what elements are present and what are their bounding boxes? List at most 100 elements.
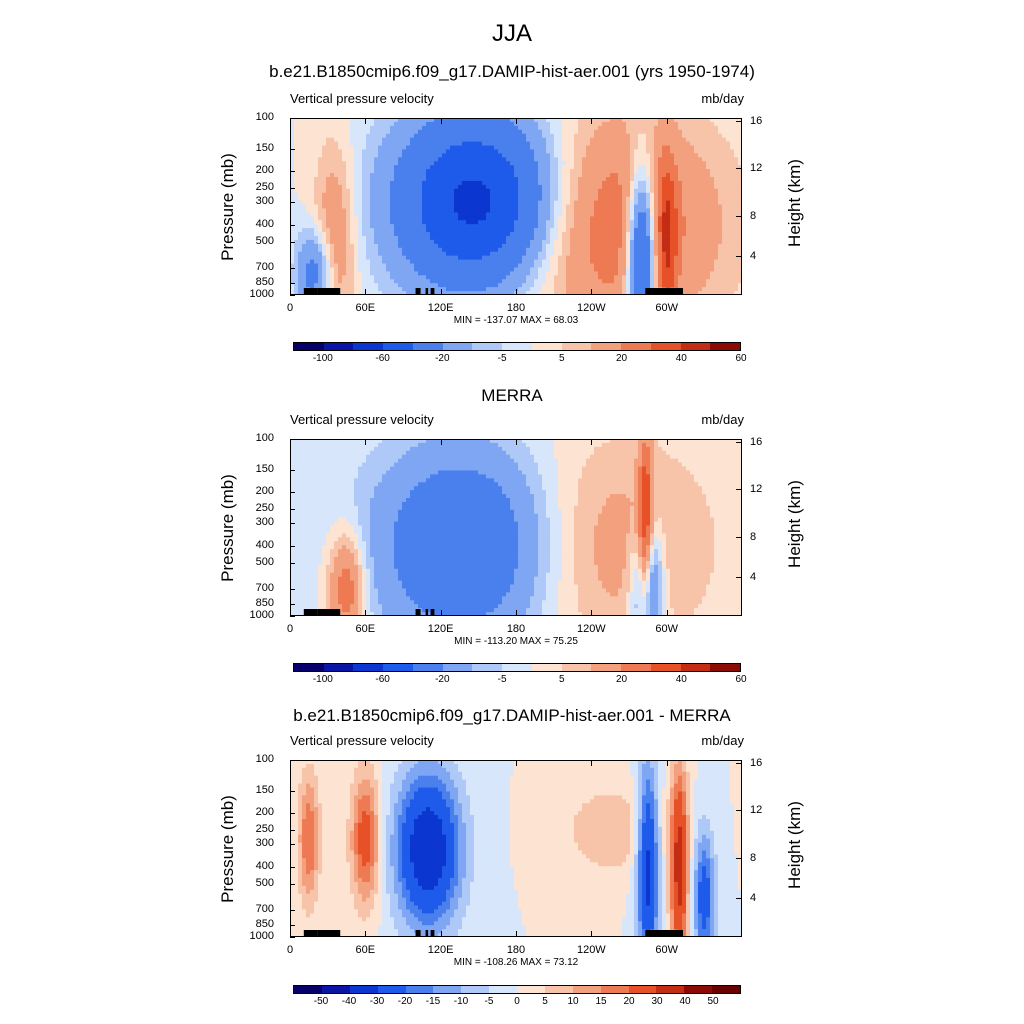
contour-cell <box>294 263 299 269</box>
contour-cell <box>706 137 711 143</box>
contour-cell <box>594 177 599 182</box>
contour-cell <box>598 283 603 288</box>
contour-cell <box>630 271 635 276</box>
contour-cell <box>298 196 303 202</box>
contour-cell <box>670 267 675 272</box>
contour-cell <box>370 267 375 272</box>
contour-cell <box>290 255 295 261</box>
contour-cell <box>314 275 319 280</box>
contour-cell <box>446 287 451 292</box>
contour-cell <box>446 133 451 139</box>
contour-cell <box>510 275 515 280</box>
contour-cell <box>690 180 695 186</box>
contour-cell <box>662 161 667 166</box>
contour-cell <box>686 169 691 174</box>
contour-cell <box>686 228 691 233</box>
contour-cell <box>574 192 579 198</box>
contour-cell <box>318 212 323 217</box>
contour-cell <box>714 173 719 178</box>
contour-cell <box>542 153 547 158</box>
contour-cell <box>522 255 527 261</box>
contour-cell <box>630 224 635 229</box>
contour-cell <box>730 161 735 166</box>
contour-cell <box>450 165 455 170</box>
contour-cell <box>462 204 467 210</box>
contour-cell <box>578 228 583 233</box>
contour-cell <box>334 141 339 147</box>
contour-cell <box>438 247 443 253</box>
contour-cell <box>582 247 587 253</box>
contour-cell <box>694 283 699 288</box>
contour-cell <box>538 121 543 127</box>
contour-cell <box>414 208 419 213</box>
contour-cell <box>410 255 415 261</box>
contour-cell <box>542 220 547 225</box>
contour-cell <box>694 161 699 166</box>
contour-cell <box>562 212 567 217</box>
contour-cell <box>686 137 691 143</box>
contour-cell <box>718 157 723 162</box>
contour-cell <box>654 165 659 170</box>
contour-cell <box>346 149 351 154</box>
contour-cell <box>602 125 607 131</box>
contour-cell <box>566 141 571 147</box>
contour-cell <box>574 236 579 241</box>
contour-cell <box>374 180 379 186</box>
contour-cell <box>310 137 315 143</box>
contour-cell <box>570 236 575 241</box>
contour-cell <box>446 271 451 276</box>
contour-cell <box>706 243 711 249</box>
contour-cell <box>710 236 715 241</box>
contour-cell <box>574 287 579 292</box>
contour-cell <box>602 196 607 202</box>
contour-cell <box>574 243 579 249</box>
contour-cell <box>330 118 335 123</box>
contour-cell <box>678 204 683 210</box>
contour-cell <box>486 141 491 147</box>
contour-cell <box>330 157 335 162</box>
contour-cell <box>670 259 675 265</box>
contour-cell <box>582 192 587 198</box>
contour-cell <box>350 137 355 143</box>
contour-cell <box>494 247 499 253</box>
contour-cell <box>342 204 347 210</box>
contour-cell <box>450 263 455 269</box>
contour-cell <box>466 247 471 253</box>
contour-cell <box>734 239 739 245</box>
contour-cell <box>478 177 483 182</box>
contour-cell <box>626 177 631 182</box>
contour-cell <box>370 141 375 147</box>
contour-cell <box>294 216 299 221</box>
contour-cell <box>418 271 423 276</box>
contour-cell <box>470 188 475 194</box>
contour-cell <box>530 192 535 198</box>
contour-cell <box>306 165 311 170</box>
contour-cell <box>686 188 691 194</box>
contour-cell <box>338 165 343 170</box>
contour-cell <box>650 149 655 154</box>
contour-cell <box>710 121 715 127</box>
contour-cell <box>710 173 715 178</box>
contour-cell <box>658 173 663 178</box>
contour-cell <box>450 161 455 166</box>
contour-cell <box>534 129 539 135</box>
contour-cell <box>690 208 695 213</box>
contour-cell <box>594 267 599 272</box>
contour-cell <box>334 271 339 276</box>
contour-cell <box>606 251 611 257</box>
contour-cell <box>438 200 443 206</box>
contour-cell <box>542 247 547 253</box>
contour-cell <box>546 236 551 241</box>
contour-cell <box>506 267 511 272</box>
contour-cell <box>570 251 575 257</box>
contour-cell <box>702 149 707 154</box>
contour-cell <box>298 267 303 272</box>
contour-cell <box>358 137 363 143</box>
contour-cell <box>458 196 463 202</box>
contour-cell <box>474 208 479 213</box>
contour-cell <box>454 196 459 202</box>
contour-cell <box>350 188 355 194</box>
contour-cell <box>550 141 555 147</box>
contour-cell <box>526 169 531 174</box>
contour-cell <box>618 255 623 261</box>
